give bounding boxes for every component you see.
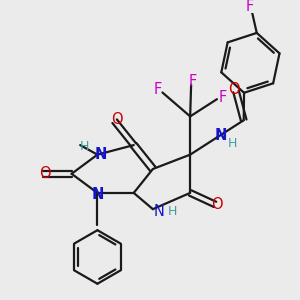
Text: F: F <box>246 0 254 14</box>
Text: O: O <box>111 112 122 127</box>
Text: F: F <box>154 82 162 97</box>
Text: N: N <box>91 187 104 202</box>
Text: O: O <box>211 197 223 212</box>
Text: N: N <box>214 128 227 143</box>
Text: H: H <box>79 140 89 154</box>
Text: F: F <box>189 74 197 89</box>
Text: H: H <box>228 137 237 150</box>
Text: H: H <box>167 205 177 218</box>
Text: N: N <box>153 204 164 219</box>
Text: O: O <box>228 82 240 97</box>
Text: O: O <box>39 166 51 181</box>
Text: F: F <box>219 90 227 105</box>
Text: N: N <box>95 147 107 162</box>
